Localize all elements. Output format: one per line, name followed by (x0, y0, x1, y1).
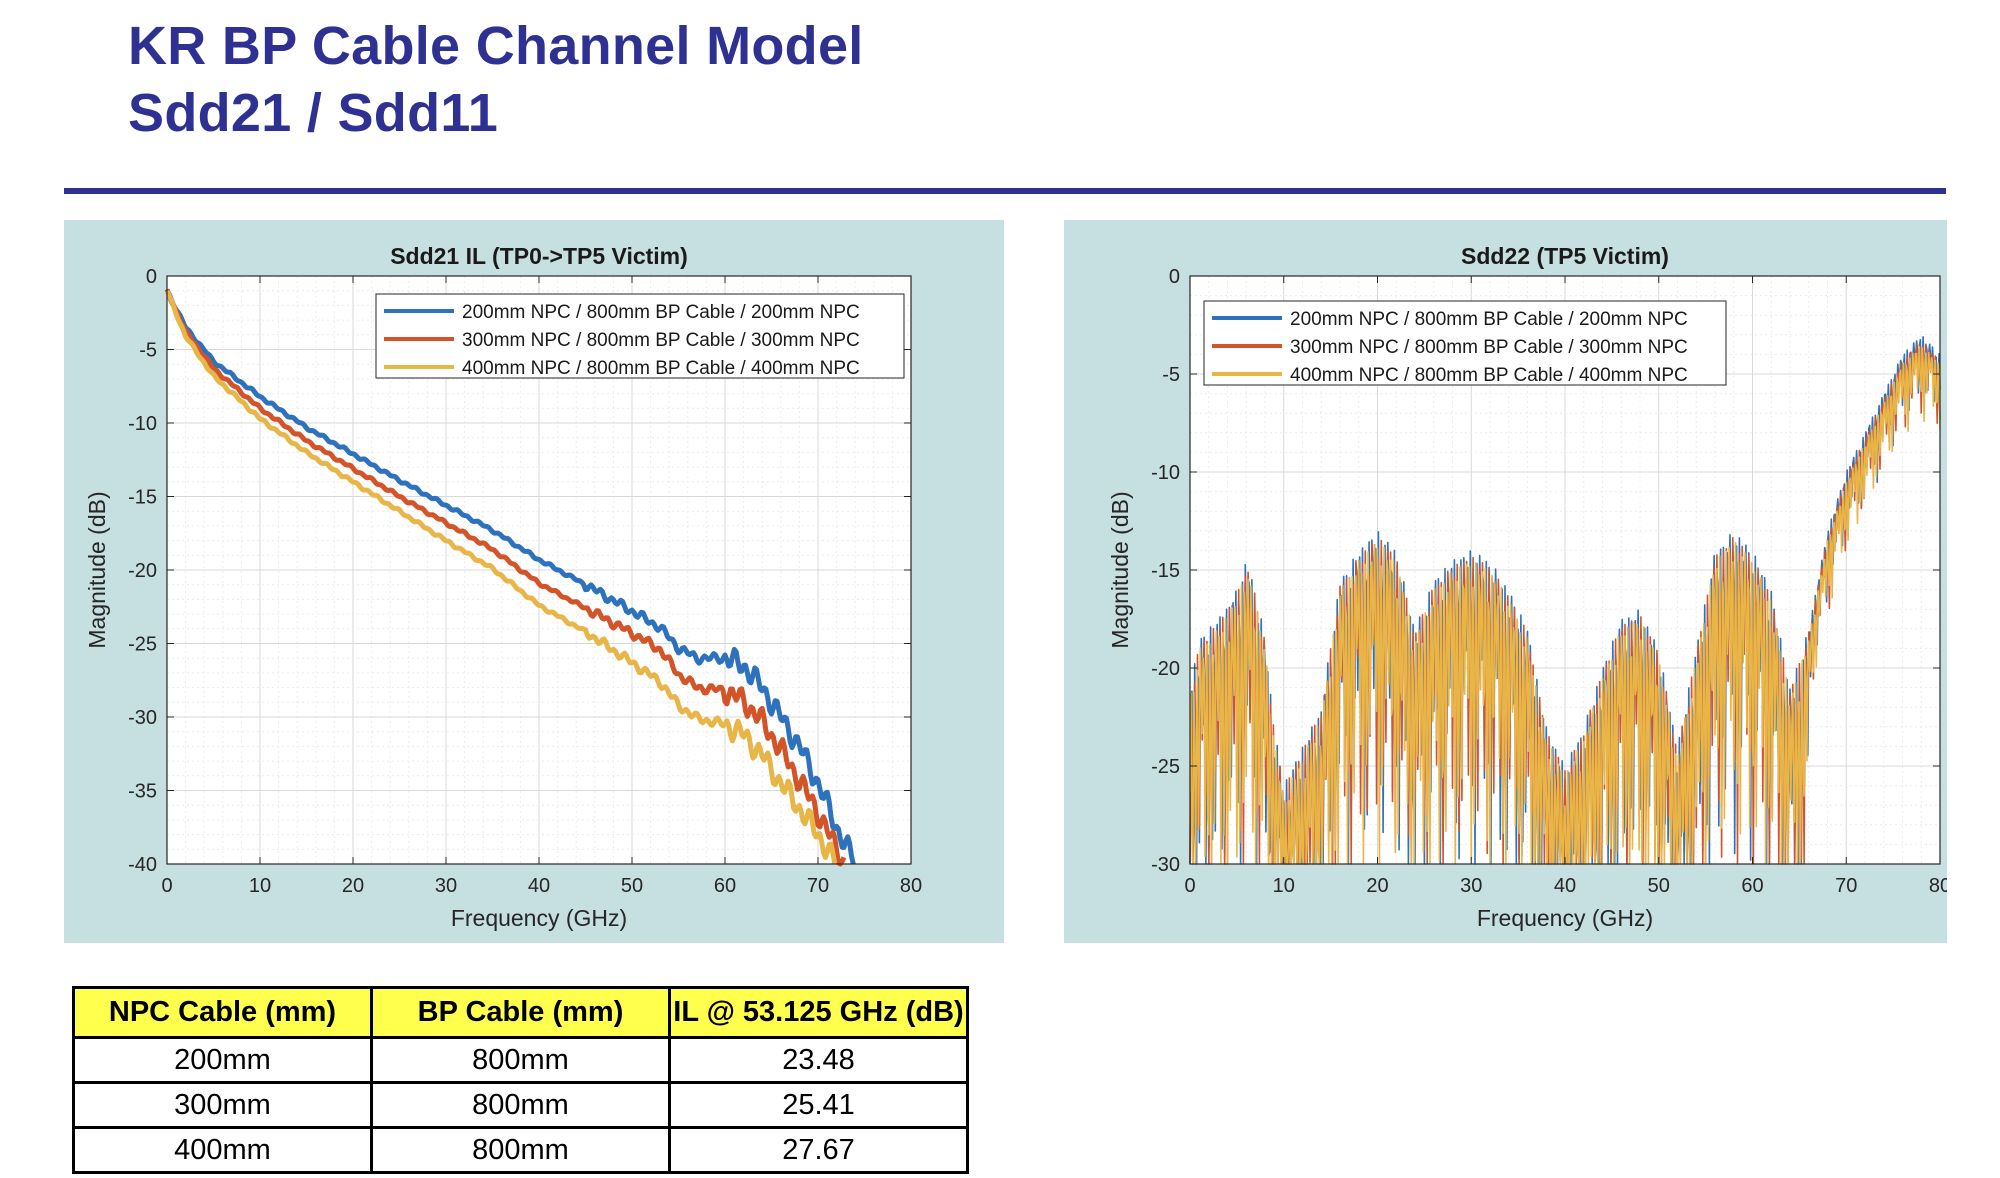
x-tick-label: 40 (528, 875, 550, 897)
header-bp-cable: BP Cable (mm) (370, 986, 671, 1039)
cell-bp: 800mm (370, 1081, 671, 1129)
slide-title-line2: Sdd21 / Sdd11 (128, 83, 499, 143)
legend-label-2: 300mm NPC / 800mm BP Cable / 300mm NPC (1290, 337, 1688, 358)
x-tick-label: 60 (714, 875, 736, 897)
sdd21-chart: 0 10 20 30 40 50 60 70 80 0 -5 -10 -15 -20 -25 -30 -35 -4… (84, 243, 922, 931)
x-tick-label: 50 (1648, 875, 1670, 897)
series-line-3 (164, 290, 838, 864)
y-tick-label: 0 (146, 266, 157, 288)
insertion-loss-table: NPC Cable (mm) BP Cable (mm) IL @ 53.125… (72, 986, 969, 1174)
series-line-3 (1189, 346, 1941, 865)
cell-npc: 300mm (72, 1081, 373, 1129)
y-tick-label: -15 (128, 487, 157, 509)
x-axis-label: Frequency (GHz) (451, 905, 627, 931)
title-divider (64, 188, 1946, 194)
legend-label-1: 200mm NPC / 800mm BP Cable / 200mm NPC (462, 302, 860, 323)
y-tick-label: -35 (128, 781, 157, 803)
slide-title-line1: KR BP Cable Channel Model (128, 16, 864, 76)
legend-label-3: 400mm NPC / 800mm BP Cable / 400mm NPC (462, 358, 860, 379)
y-tick-label: -5 (1162, 364, 1180, 386)
x-tick-label: 70 (807, 875, 829, 897)
y-tick-label: 0 (1169, 266, 1180, 288)
legend-box (1203, 300, 1727, 386)
x-tick-label: 10 (1273, 875, 1295, 897)
x-tick-label: 20 (1366, 875, 1388, 897)
x-tick-label: 0 (1184, 875, 1195, 897)
series-line-2 (164, 288, 847, 867)
cell-il: 25.41 (668, 1081, 969, 1129)
cell-bp: 800mm (370, 1036, 671, 1084)
chart-title: Sdd22 (TP5 Victim) (1461, 243, 1669, 269)
sdd21-chart-panel: 0 10 20 30 40 50 60 70 80 0 -5 -10 -15 -20 -25 -30 -35 -4… (64, 220, 1004, 943)
y-tick-label: -10 (1151, 462, 1180, 484)
chart-title: Sdd21 IL (TP0->TP5 Victim) (390, 243, 688, 269)
header-il: IL @ 53.125 GHz (dB) (668, 986, 969, 1039)
x-axis-label: Frequency (GHz) (1477, 905, 1653, 931)
y-axis-label: Magnitude (dB) (1107, 491, 1133, 648)
x-tick-label: 80 (1929, 875, 1947, 897)
legend-label-2: 300mm NPC / 800mm BP Cable / 300mm NPC (462, 330, 860, 351)
y-tick-label: -25 (128, 634, 157, 656)
legend-label-1: 200mm NPC / 800mm BP Cable / 200mm NPC (1290, 309, 1688, 330)
x-tick-label: 70 (1835, 875, 1857, 897)
x-tick-label: 30 (435, 875, 457, 897)
x-tick-label: 0 (161, 875, 172, 897)
cell-npc: 200mm (72, 1036, 373, 1084)
y-tick-label: -20 (128, 560, 157, 582)
cell-il: 27.67 (668, 1126, 969, 1174)
table-row: 200mm 800mm 23.48 (72, 1036, 969, 1084)
y-tick-label: -30 (128, 707, 157, 729)
x-tick-label: 80 (900, 875, 922, 897)
y-tick-label: -10 (128, 413, 157, 435)
table-header-row: NPC Cable (mm) BP Cable (mm) IL @ 53.125… (72, 986, 969, 1039)
legend-label-3: 400mm NPC / 800mm BP Cable / 400mm NPC (1290, 365, 1688, 386)
x-tick-label: 60 (1741, 875, 1763, 897)
sdd22-chart: 0 10 20 30 40 50 60 70 80 0 -5 -10 -15 -20 -25 -30 Sdd22… (1107, 243, 1947, 931)
y-tick-label: -40 (128, 854, 157, 876)
legend: 200mm NPC / 800mm BP Cable / 200mm NPC 30… (375, 293, 905, 379)
y-tick-label: -5 (139, 340, 157, 362)
x-tick-label: 40 (1554, 875, 1576, 897)
x-tick-label: 10 (249, 875, 271, 897)
table-row: 300mm 800mm 25.41 (72, 1081, 969, 1129)
header-npc-cable: NPC Cable (mm) (72, 986, 373, 1039)
x-tick-label: 50 (621, 875, 643, 897)
cell-bp: 800mm (370, 1126, 671, 1174)
legend: 200mm NPC / 800mm BP Cable / 200mm NPC 30… (1203, 300, 1727, 386)
y-tick-label: -20 (1151, 658, 1180, 680)
table-row: 400mm 800mm 27.67 (72, 1126, 969, 1174)
series-line-1 (164, 289, 856, 865)
x-tick-label: 30 (1460, 875, 1482, 897)
y-tick-label: -30 (1151, 854, 1180, 876)
cell-il: 23.48 (668, 1036, 969, 1084)
x-tick-label: 20 (342, 875, 364, 897)
cell-npc: 400mm (72, 1126, 373, 1174)
y-tick-label: -25 (1151, 756, 1180, 778)
y-tick-label: -15 (1151, 560, 1180, 582)
y-axis-label: Magnitude (dB) (84, 491, 110, 648)
sdd22-chart-panel: 0 10 20 30 40 50 60 70 80 0 -5 -10 -15 -20 -25 -30 Sdd22… (1064, 220, 1947, 943)
legend-box (375, 293, 905, 379)
